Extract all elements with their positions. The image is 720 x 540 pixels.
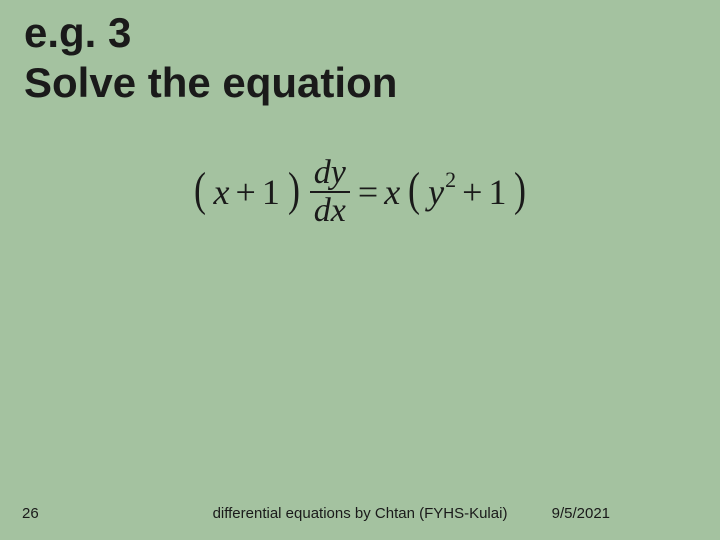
rhs-variable: y — [428, 172, 444, 212]
equation: ( x + 1 ) dy dx = x ( y2 + 1 ) — [192, 155, 529, 229]
heading-line-1: e.g. 3 — [24, 8, 397, 58]
rhs-exponent: 2 — [445, 167, 456, 192]
rhs-term: y2 — [428, 171, 456, 213]
rhs-plus: + — [462, 171, 482, 213]
rhs-coefficient: x — [384, 171, 400, 213]
lhs-constant: 1 — [262, 171, 280, 213]
fraction-denominator: dx — [310, 193, 350, 229]
equals-sign: = — [358, 171, 378, 213]
slide: e.g. 3 Solve the equation ( x + 1 ) dy d… — [0, 0, 720, 540]
heading-line-2: Solve the equation — [24, 58, 397, 108]
lhs-plus: + — [236, 171, 256, 213]
fraction-dy-dx: dy dx — [310, 155, 350, 229]
fraction-numerator: dy — [310, 155, 350, 191]
lhs-variable: x — [214, 171, 230, 213]
rhs-constant: 1 — [488, 171, 506, 213]
equation-container: ( x + 1 ) dy dx = x ( y2 + 1 ) — [0, 155, 720, 229]
slide-heading: e.g. 3 Solve the equation — [24, 8, 397, 109]
footer-date: 9/5/2021 — [552, 505, 610, 522]
footer-credit: differential equations by Chtan (FYHS-Ku… — [0, 505, 720, 522]
